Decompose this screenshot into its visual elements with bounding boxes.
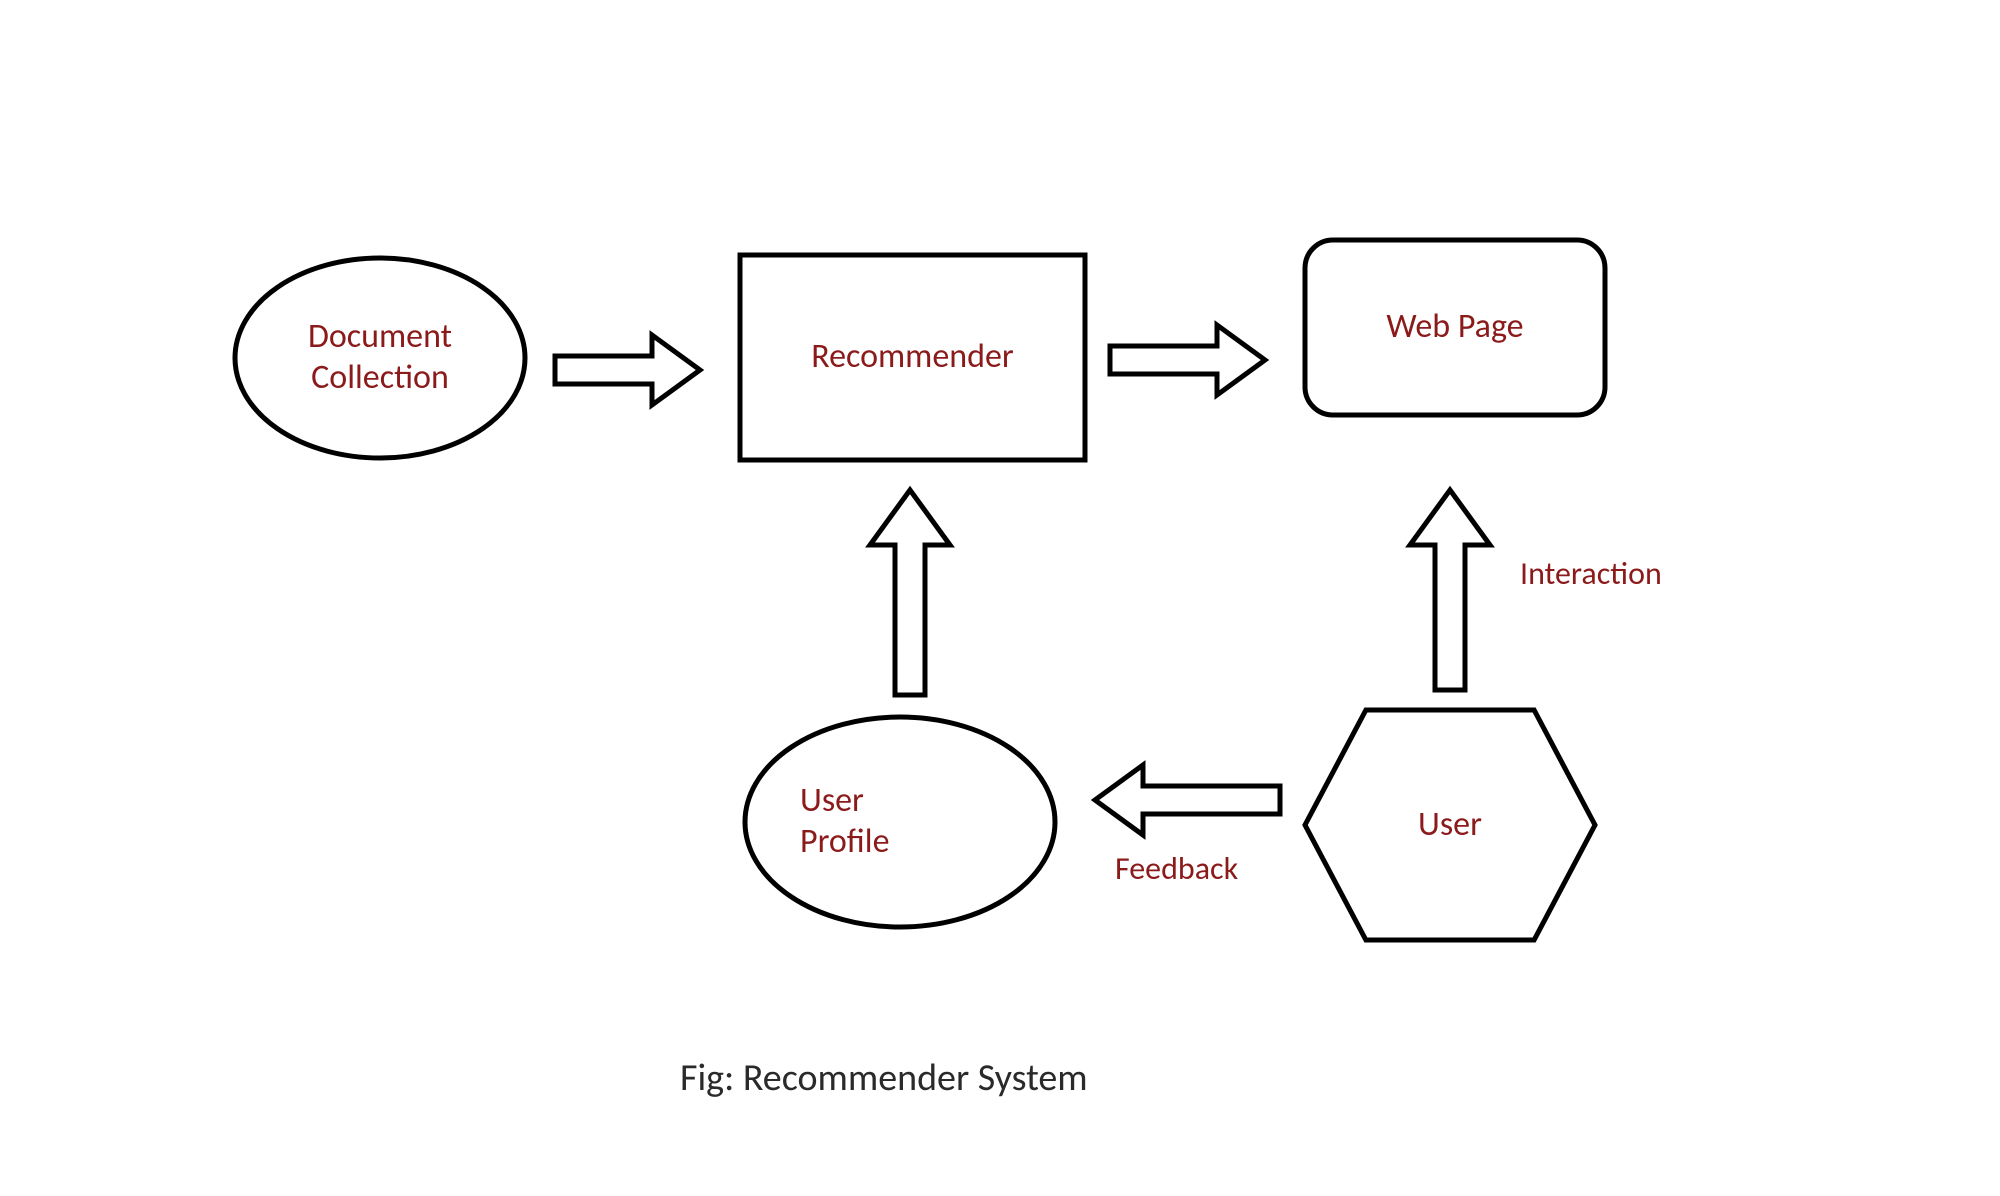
diagram-svg (0, 0, 2000, 1196)
figure-caption: Fig: Recommender System (680, 1055, 1088, 1101)
arrow-doc-to-rec (555, 335, 700, 405)
arrow-profile-to-rec (870, 490, 950, 695)
node-recommender (740, 255, 1085, 460)
node-doc-collection (235, 258, 525, 458)
arrow-user-to-profile (1095, 765, 1280, 835)
diagram-canvas: DocumentCollectionRecommenderWeb PageUse… (0, 0, 2000, 1196)
arrow-rec-to-web (1110, 325, 1265, 395)
node-user (1305, 710, 1595, 940)
arrow-user-to-web-label: Interaction (1520, 555, 1662, 593)
arrow-user-to-web (1410, 490, 1490, 690)
arrow-user-to-profile-label: Feedback (1115, 850, 1238, 888)
node-user-profile (745, 717, 1055, 927)
node-web-page (1305, 240, 1605, 415)
